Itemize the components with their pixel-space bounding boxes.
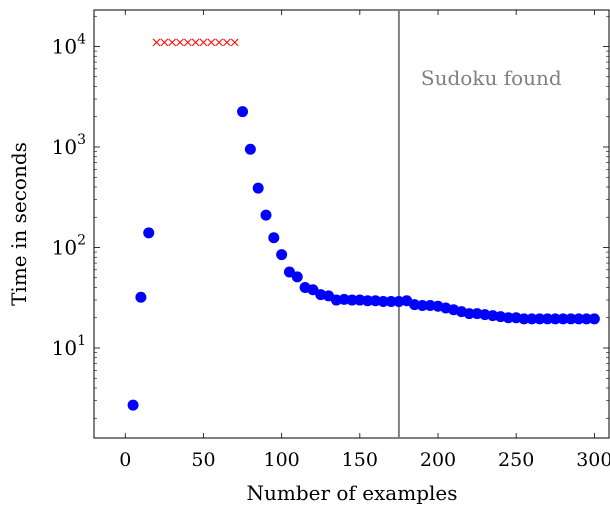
x-tick-label: 100 bbox=[264, 449, 300, 471]
data-point bbox=[135, 291, 147, 303]
x-tick-label: 0 bbox=[119, 449, 131, 471]
data-point bbox=[252, 182, 264, 194]
x-tick-label: 200 bbox=[420, 449, 456, 471]
x-axis-label: Number of examples bbox=[246, 481, 457, 505]
data-point bbox=[385, 296, 397, 308]
y-tick-label: 103 bbox=[52, 132, 86, 159]
cross-point bbox=[207, 38, 216, 47]
cross-point bbox=[183, 38, 192, 47]
cross-stroke bbox=[199, 38, 208, 47]
cross-point bbox=[230, 38, 239, 47]
y-axis-label: Time in seconds bbox=[7, 142, 31, 306]
series-circle bbox=[127, 106, 600, 411]
data-point bbox=[276, 249, 288, 261]
x-tick-label: 50 bbox=[191, 449, 215, 471]
x-tick-label: 250 bbox=[498, 449, 534, 471]
cross-stroke bbox=[176, 38, 184, 47]
cross-stroke bbox=[207, 38, 216, 47]
cross-point bbox=[191, 38, 200, 47]
cross-point bbox=[199, 38, 208, 47]
plot-frame bbox=[93, 9, 610, 439]
cross-stroke bbox=[191, 38, 200, 47]
y-tick-label: 102 bbox=[52, 233, 86, 260]
cross-point bbox=[223, 38, 231, 47]
data-point bbox=[291, 271, 303, 283]
cross-point bbox=[160, 38, 169, 47]
data-point bbox=[244, 143, 256, 155]
data-point bbox=[565, 313, 577, 325]
data-point bbox=[346, 294, 358, 306]
data-point bbox=[588, 313, 600, 325]
cross-point bbox=[176, 38, 184, 47]
data-point bbox=[526, 313, 538, 325]
data-point bbox=[268, 232, 280, 244]
data-point bbox=[573, 313, 585, 325]
data-point bbox=[581, 313, 593, 325]
series-cross bbox=[152, 38, 239, 47]
y-tick-label: 101 bbox=[52, 333, 86, 360]
y-tick-label: 104 bbox=[52, 32, 86, 59]
data-point bbox=[416, 299, 428, 311]
cross-stroke bbox=[183, 38, 192, 47]
data-point bbox=[549, 313, 561, 325]
data-point bbox=[463, 308, 475, 320]
data-point bbox=[557, 313, 569, 325]
data-point bbox=[260, 209, 272, 221]
data-point bbox=[143, 227, 155, 239]
x-tick-label: 150 bbox=[342, 449, 378, 471]
cross-stroke bbox=[230, 38, 239, 47]
data-point bbox=[502, 312, 514, 324]
cross-point bbox=[168, 38, 177, 47]
cross-point bbox=[152, 38, 161, 47]
data-point bbox=[518, 313, 530, 325]
data-point bbox=[541, 313, 553, 325]
data-point bbox=[377, 296, 389, 308]
data-point bbox=[127, 399, 139, 411]
cross-stroke bbox=[223, 38, 231, 47]
sudoku-found-label: Sudoku found bbox=[421, 66, 562, 90]
data-point bbox=[362, 295, 374, 307]
cross-point bbox=[215, 38, 223, 47]
data-point bbox=[237, 106, 249, 118]
cross-stroke bbox=[215, 38, 223, 47]
x-tick-label: 300 bbox=[576, 449, 610, 471]
cross-stroke bbox=[160, 38, 169, 47]
cross-stroke bbox=[152, 38, 161, 47]
data-point bbox=[534, 313, 546, 325]
cross-stroke bbox=[168, 38, 177, 47]
